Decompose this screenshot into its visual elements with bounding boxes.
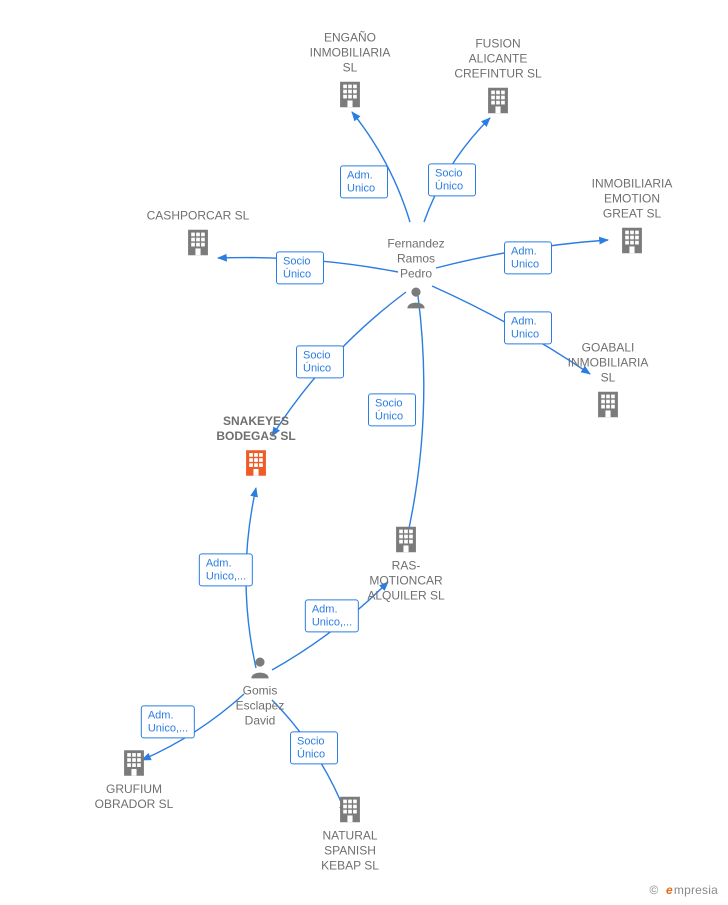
node-snakeyes[interactable]: SNAKEYESBODEGAS SL	[196, 414, 316, 482]
building-icon	[333, 793, 367, 827]
edge-label-pedro-engano: Adm. Unico	[340, 165, 388, 198]
node-goabali[interactable]: GOABALIINMOBILIARIASL	[548, 341, 668, 424]
edge-label-pedro-fusion: Socio Único	[428, 163, 476, 196]
person-icon	[247, 654, 273, 682]
copyright-symbol: ©	[649, 883, 658, 897]
node-label: GRUFIUMOBRADOR SL	[74, 782, 194, 812]
edge-label-david-ras: Adm. Unico,...	[305, 599, 359, 632]
node-kebap[interactable]: NATURALSPANISHKEBAP SL	[290, 791, 410, 874]
node-label: NATURALSPANISHKEBAP SL	[290, 829, 410, 874]
edge-label-pedro-cashporcar: Socio Único	[276, 251, 324, 284]
building-icon	[481, 84, 515, 118]
node-label: FernandezRamosPedro	[356, 237, 476, 282]
node-label: FUSIONALICANTECREFINTUR SL	[438, 37, 558, 82]
node-label: GomisEsclapezDavid	[200, 684, 320, 729]
brand-rest: mpresia	[674, 883, 718, 897]
node-label: CASHPORCAR SL	[138, 209, 258, 224]
edge-label-pedro-ras: Socio Único	[368, 393, 416, 426]
building-icon	[615, 224, 649, 258]
node-david[interactable]: GomisEsclapezDavid	[200, 652, 320, 729]
node-label: ENGAÑOINMOBILIARIASL	[290, 31, 410, 76]
building-icon	[181, 226, 215, 260]
node-ras[interactable]: RAS-MOTIONCARALQUILER SL	[346, 521, 466, 604]
person-icon	[403, 284, 429, 312]
node-grufium[interactable]: GRUFIUMOBRADOR SL	[74, 744, 194, 812]
building-icon	[591, 388, 625, 422]
node-engano[interactable]: ENGAÑOINMOBILIARIASL	[290, 31, 410, 114]
edge-label-david-grufium: Adm. Unico,...	[141, 705, 195, 738]
node-label: INMOBILIARIAEMOTIONGREAT SL	[572, 177, 692, 222]
node-label: SNAKEYESBODEGAS SL	[196, 414, 316, 444]
building-icon	[333, 78, 367, 112]
node-inmo_great[interactable]: INMOBILIARIAEMOTIONGREAT SL	[572, 177, 692, 260]
node-label: GOABALIINMOBILIARIASL	[548, 341, 668, 386]
edge-label-david-snakeyes: Adm. Unico,...	[199, 553, 253, 586]
node-pedro[interactable]: FernandezRamosPedro	[356, 237, 476, 314]
building-icon	[117, 746, 151, 780]
building-icon	[389, 523, 423, 557]
brand-e: e	[666, 883, 673, 897]
diagram-stage: ENGAÑOINMOBILIARIASL FUSIONALICANTECREFI…	[0, 0, 728, 905]
edge-label-david-kebap: Socio Único	[290, 731, 338, 764]
edge-label-pedro-snakeyes: Socio Único	[296, 345, 344, 378]
node-fusion[interactable]: FUSIONALICANTECREFINTUR SL	[438, 37, 558, 120]
footer-attribution: © empresia	[649, 883, 718, 897]
node-cashporcar[interactable]: CASHPORCAR SL	[138, 209, 258, 262]
building-icon	[239, 446, 273, 480]
node-label: RAS-MOTIONCARALQUILER SL	[346, 559, 466, 604]
edge-label-pedro-goabali: Adm. Unico	[504, 311, 552, 344]
edge-label-pedro-inmo_great: Adm. Unico	[504, 241, 552, 274]
